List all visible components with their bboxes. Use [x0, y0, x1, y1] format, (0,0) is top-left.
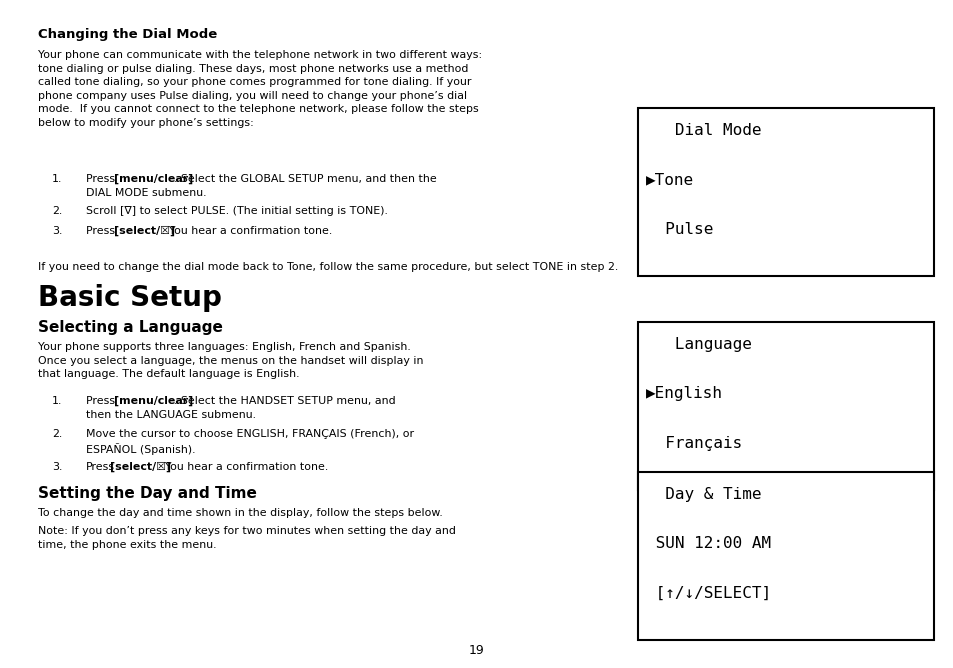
- Text: then the LANGUAGE submenu.: then the LANGUAGE submenu.: [86, 410, 255, 420]
- Text: To change the day and time shown in the display, follow the steps below.: To change the day and time shown in the …: [38, 508, 442, 518]
- Text: Pulse: Pulse: [645, 222, 713, 236]
- Text: Press: Press: [86, 226, 118, 236]
- Text: [↑/↓/SELECT]: [↑/↓/SELECT]: [645, 586, 770, 601]
- Bar: [638, 108, 933, 276]
- Text: ▶English: ▶English: [645, 386, 722, 401]
- Text: If you need to change the dial mode back to Tone, follow the same procedure, but: If you need to change the dial mode back…: [38, 262, 618, 272]
- Text: . Select the HANDSET SETUP menu, and: . Select the HANDSET SETUP menu, and: [173, 396, 395, 406]
- Text: 2.: 2.: [52, 429, 62, 439]
- Text: Language: Language: [645, 337, 751, 352]
- Text: [menu/clear]: [menu/clear]: [113, 396, 193, 406]
- Text: Changing the Dial Mode: Changing the Dial Mode: [38, 28, 217, 41]
- Text: Your phone can communicate with the telephone network in two different ways:
ton: Your phone can communicate with the tele…: [38, 50, 481, 128]
- Text: Your phone supports three languages: English, French and Spanish.
Once you selec: Your phone supports three languages: Eng…: [38, 342, 423, 379]
- Text: DIAL MODE submenu.: DIAL MODE submenu.: [86, 188, 206, 198]
- Text: . Select the GLOBAL SETUP menu, and then the: . Select the GLOBAL SETUP menu, and then…: [173, 174, 436, 184]
- Bar: [638, 472, 933, 640]
- Text: Setting the Day and Time: Setting the Day and Time: [38, 486, 256, 501]
- Text: [select/☒]: [select/☒]: [113, 226, 175, 236]
- Text: Basic Setup: Basic Setup: [38, 284, 222, 312]
- Bar: [638, 322, 933, 490]
- Text: Selecting a Language: Selecting a Language: [38, 320, 223, 335]
- Text: Move the cursor to choose ENGLISH, FRANÇAIS (French), or: Move the cursor to choose ENGLISH, FRANÇ…: [86, 429, 414, 439]
- Text: 1.: 1.: [52, 174, 62, 184]
- Text: Press: Press: [86, 174, 118, 184]
- Text: Note: If you don’t press any keys for two minutes when setting the day and
time,: Note: If you don’t press any keys for tw…: [38, 526, 456, 550]
- Text: ESPAÑOL (Spanish).: ESPAÑOL (Spanish).: [86, 443, 195, 455]
- Text: Press: Press: [86, 396, 118, 406]
- Text: 2.: 2.: [52, 206, 62, 216]
- Text: Day & Time: Day & Time: [645, 487, 760, 502]
- Text: . You hear a confirmation tone.: . You hear a confirmation tone.: [162, 226, 332, 236]
- Text: 3.: 3.: [52, 226, 62, 236]
- Text: [select/☒]: [select/☒]: [110, 462, 171, 472]
- Text: . You hear a confirmation tone.: . You hear a confirmation tone.: [158, 462, 328, 472]
- Text: [menu/clear]: [menu/clear]: [113, 174, 193, 184]
- Text: Press: Press: [86, 462, 115, 472]
- Text: 3.: 3.: [52, 462, 62, 472]
- Text: Dial Mode: Dial Mode: [645, 123, 760, 138]
- Text: 19: 19: [469, 644, 484, 657]
- Text: ▶Tone: ▶Tone: [645, 172, 694, 187]
- Text: SUN 12:00 AM: SUN 12:00 AM: [645, 536, 770, 551]
- Text: 1.: 1.: [52, 396, 62, 406]
- Text: Scroll [∇] to select PULSE. (The initial setting is TONE).: Scroll [∇] to select PULSE. (The initial…: [86, 206, 388, 216]
- Text: Français: Français: [645, 436, 741, 451]
